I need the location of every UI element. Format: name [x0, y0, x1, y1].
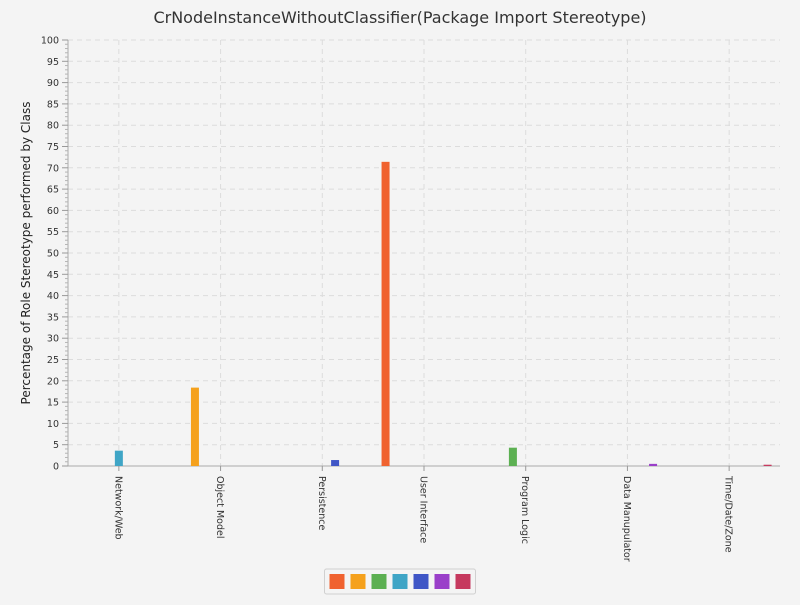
y-tick-label: 85 [47, 99, 59, 110]
y-tick-label: 0 [53, 462, 59, 473]
y-tick-label: 65 [47, 185, 59, 196]
y-tick-label: 5 [53, 440, 59, 451]
y-tick-label: 20 [47, 376, 59, 387]
bar [508, 447, 517, 466]
x-category-label: Network/Web [112, 476, 123, 540]
y-tick-label: 15 [47, 398, 59, 409]
bar [331, 460, 340, 466]
y-tick-label: 55 [47, 227, 59, 238]
y-tick-label: 30 [47, 334, 59, 345]
y-tick-label: 10 [47, 419, 59, 430]
y-tick-label: 100 [41, 36, 59, 47]
y-tick-label: 75 [47, 142, 59, 153]
x-category-label: Time/Date/Zone [723, 475, 734, 553]
y-tick-label: 25 [47, 355, 59, 366]
legend-swatch [350, 574, 366, 589]
grid-lines [68, 39, 780, 466]
legend [324, 568, 476, 595]
y-tick-label: 90 [47, 78, 59, 89]
legend-swatch [455, 574, 471, 589]
x-axis-categories: Network/Web Object Model Persistence User I… [112, 466, 734, 562]
legend-swatch [329, 574, 345, 589]
bar [381, 161, 390, 466]
y-tick-label: 70 [47, 163, 59, 174]
legend-swatch [434, 574, 450, 589]
y-axis-ticks: 0 5 10 15 20 25 30 35 40 45 50 55 60 65 70 75 80 85 90 95 10… [41, 36, 68, 473]
x-category-label: Object Model [214, 476, 225, 538]
chart-title: CrNodeInstanceWithoutClassifier(Package … [153, 8, 646, 27]
bar [649, 463, 658, 466]
y-axis-label: Percentage of Role Stereotype performed … [19, 102, 33, 405]
x-category-label: Data Manupulator [621, 476, 632, 562]
y-tick-label: 35 [47, 312, 59, 323]
y-tick-label: 80 [47, 121, 59, 132]
y-tick-label: 95 [47, 57, 59, 68]
bars [114, 161, 772, 466]
x-category-label: Persistence [316, 476, 327, 530]
y-tick-label: 45 [47, 270, 59, 281]
y-tick-label: 50 [47, 249, 59, 260]
legend-swatch [371, 574, 387, 589]
y-tick-label: 40 [47, 291, 59, 302]
legend-swatch [392, 574, 408, 589]
bar [114, 450, 123, 466]
bar [763, 464, 772, 466]
x-category-label: User Interface [418, 476, 429, 543]
legend-swatch [413, 574, 429, 589]
x-category-label: Program Logic [519, 476, 530, 544]
y-tick-label: 60 [47, 206, 59, 217]
bar [190, 387, 199, 466]
